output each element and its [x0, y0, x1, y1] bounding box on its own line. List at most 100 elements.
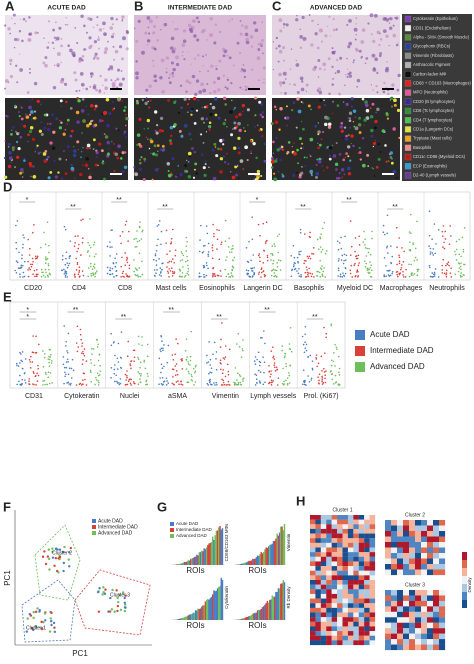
- cell-speck: [187, 111, 189, 114]
- sample-dot: [143, 361, 145, 363]
- tissue-speck: [382, 29, 387, 34]
- sample-dot: [137, 371, 140, 373]
- sample-dot: [133, 382, 135, 385]
- sample-dot: [21, 367, 24, 370]
- sample-dot: [321, 370, 323, 372]
- tissue-speck: [375, 84, 378, 88]
- sample-dot: [336, 240, 339, 243]
- heat-cell: [385, 606, 392, 612]
- roi-bar: [175, 619, 177, 620]
- cell-speck: [200, 117, 204, 121]
- legend-entry: Cytokeratin (Epithelium): [413, 16, 458, 21]
- sample-dot: [276, 262, 278, 264]
- roi-bar: [193, 612, 196, 620]
- roi-dot: [121, 591, 125, 594]
- heat-cell: [326, 556, 332, 562]
- legend-swatch: [355, 330, 365, 340]
- heat-cell: [433, 520, 440, 526]
- heat-cell: [397, 600, 404, 607]
- cell-speck: [315, 164, 318, 166]
- sample-dot: [383, 274, 385, 276]
- sample-dot: [111, 246, 113, 248]
- legend-entry: Intermediate DAD: [370, 346, 434, 355]
- cell-speck: [349, 127, 351, 129]
- sample-dot: [32, 273, 34, 275]
- roi-bar: [263, 606, 265, 620]
- sample-dot: [283, 380, 285, 383]
- sample-dot: [207, 361, 210, 363]
- sample-dot: [138, 267, 141, 269]
- legend-swatch: [404, 61, 412, 69]
- sample-dot: [84, 378, 86, 381]
- roi-bar: [241, 618, 243, 620]
- sample-dot: [216, 248, 218, 250]
- sample-dot: [313, 276, 315, 278]
- sample-dot: [358, 262, 360, 264]
- sample-dot: [187, 360, 189, 363]
- cell-speck: [244, 145, 249, 150]
- cell-speck: [201, 106, 204, 109]
- tissue-speck: [299, 28, 301, 31]
- cell-speck: [3, 156, 7, 160]
- sample-dot: [35, 384, 37, 386]
- heat-cell: [337, 566, 343, 571]
- sample-dot: [76, 325, 79, 328]
- roi-bar: [266, 600, 269, 620]
- sample-dot: [88, 244, 91, 247]
- heat-cell: [409, 611, 416, 618]
- roi-bar: [260, 552, 262, 565]
- cell-speck: [153, 144, 157, 148]
- cell-speck: [317, 122, 320, 124]
- legend-entry: CD8 (Tc lymphocytes): [413, 108, 455, 113]
- heat-cell: [369, 566, 376, 571]
- tissue-speck: [331, 83, 334, 86]
- sample-dot: [241, 348, 244, 350]
- tissue-speck: [388, 17, 391, 20]
- sample-dot: [89, 369, 92, 372]
- cell-speck: [300, 101, 303, 103]
- tissue-speck: [212, 80, 216, 84]
- cell-speck: [317, 130, 321, 134]
- roi-bar: [242, 563, 244, 565]
- sample-dot: [174, 353, 176, 355]
- sample-dot: [186, 272, 189, 275]
- cell-speck: [232, 146, 237, 150]
- heat-cell: [315, 593, 321, 599]
- heat-cell: [342, 528, 349, 534]
- tissue-speck: [182, 29, 187, 33]
- cell-speck: [143, 160, 146, 163]
- cell-speck: [273, 159, 278, 163]
- heat-cell: [427, 606, 434, 612]
- sample-dot: [416, 270, 419, 272]
- sample-dot: [160, 347, 163, 350]
- heat-cell: [342, 626, 349, 632]
- sample-dot: [285, 379, 287, 382]
- tissue-speck: [145, 88, 149, 92]
- sample-dot: [27, 260, 29, 263]
- scale-bar: [248, 88, 260, 90]
- heat-cell: [391, 553, 398, 559]
- tissue-speck: [295, 63, 300, 67]
- roi-bar: [218, 586, 220, 620]
- sample-dot: [69, 240, 72, 242]
- sample-dot: [239, 375, 242, 377]
- sample-dot: [367, 251, 370, 254]
- cell-speck: [85, 157, 89, 161]
- panel-label: F: [3, 499, 11, 514]
- cell-speck: [366, 153, 370, 157]
- roi-bar: [213, 590, 215, 620]
- cell-speck: [219, 138, 223, 143]
- heat-cell: [331, 515, 338, 520]
- cell-speck: [177, 111, 181, 114]
- sample-dot: [76, 263, 79, 266]
- heat-cell: [331, 570, 338, 576]
- cluster-hull: [34, 524, 81, 601]
- tissue-speck: [263, 82, 266, 84]
- sample-dot: [450, 267, 452, 269]
- tissue-speck: [134, 71, 139, 76]
- cell-speck: [106, 123, 110, 128]
- sample-dot: [447, 261, 450, 263]
- cell-speck: [272, 152, 275, 154]
- sample-dot: [289, 364, 291, 367]
- sample-dot: [271, 245, 274, 247]
